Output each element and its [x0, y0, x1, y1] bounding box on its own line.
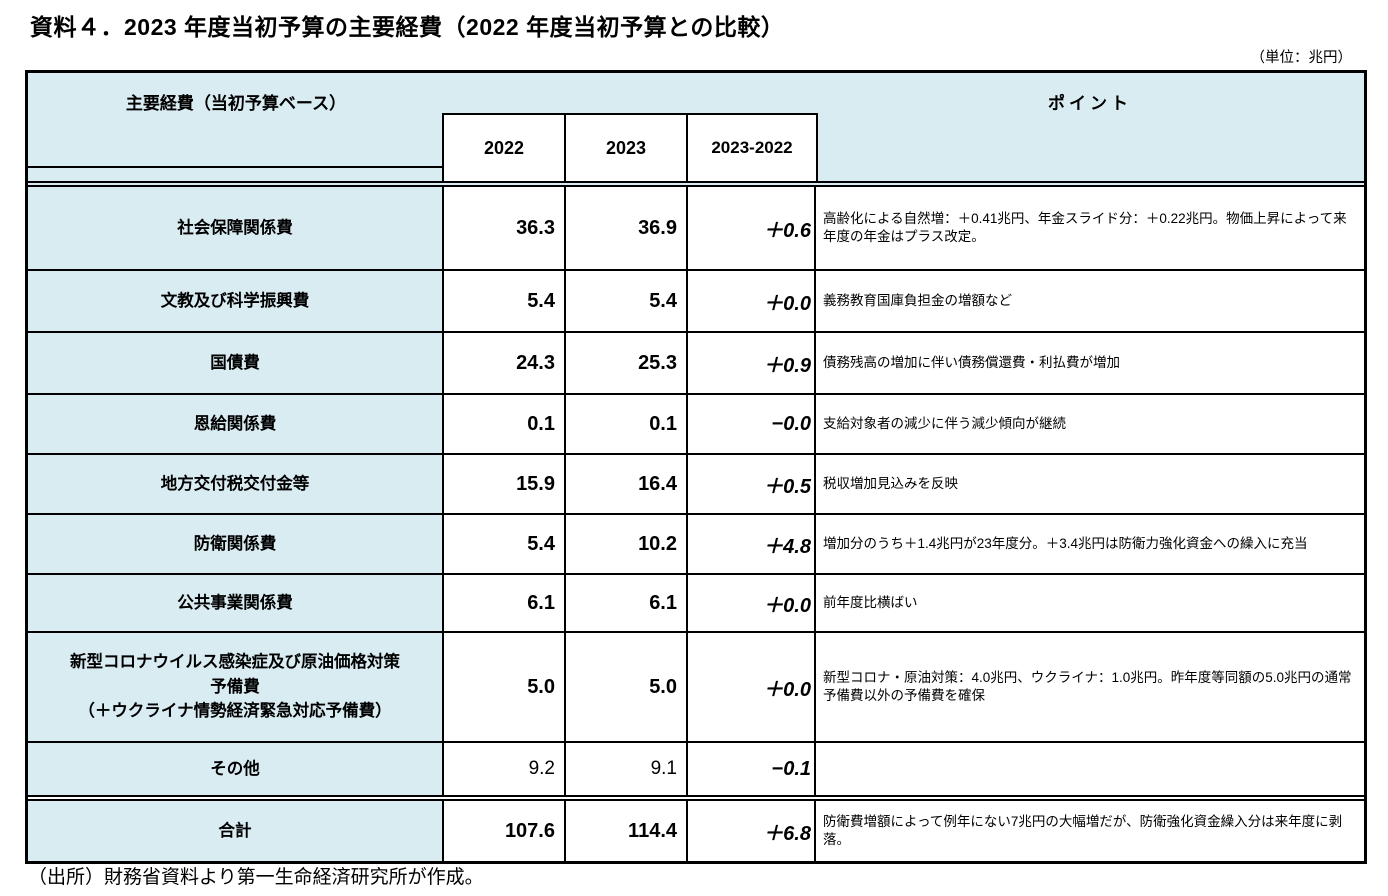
table-row: 防衛関係費 5.4 10.2 ＋4.8 増加分のうち＋1.4兆円が23年度分。＋… — [28, 515, 1364, 575]
source-note: （出所）財務省資料より第一生命経済研究所が作成。 — [28, 867, 484, 888]
expense-label: 国債費 — [28, 333, 444, 393]
table-row: 恩給関係費 0.1 0.1 −0.0 支給対象者の減少に伴う減少傾向が継続 — [28, 395, 1364, 455]
value-2023: 0.1 — [566, 395, 688, 453]
value-2022: 15.9 — [444, 455, 566, 513]
value-diff: ＋0.0 — [688, 633, 816, 741]
point-text: 高齢化による自然増：＋0.41兆円、年金スライド分：＋0.22兆円。物価上昇によ… — [823, 211, 1347, 244]
value-2022: 6.1 — [444, 575, 566, 631]
value-diff: −0.0 — [688, 395, 816, 453]
value-2022: 5.4 — [444, 271, 566, 331]
value-2023: 114.4 — [566, 801, 688, 861]
value-diff: ＋0.5 — [688, 455, 816, 513]
col-header-2022: 2022 — [442, 113, 566, 181]
value-2023: 5.0 — [566, 633, 688, 741]
header-divider — [28, 166, 444, 168]
value-2022: 107.6 — [444, 801, 566, 861]
value-2023: 5.4 — [566, 271, 688, 331]
value-diff: ＋0.0 — [688, 575, 816, 631]
col-header-2023: 2023 — [564, 113, 688, 181]
value-2022: 0.1 — [444, 395, 566, 453]
point-text: 支給対象者の減少に伴う減少傾向が継続 — [823, 416, 1066, 432]
table-row: 社会保障関係費 36.3 36.9 ＋0.6 高齢化による自然増：＋0.41兆円… — [28, 187, 1364, 271]
expense-label: 文教及び科学振興費 — [28, 271, 444, 331]
value-2022: 5.0 — [444, 633, 566, 741]
expense-label: その他 — [28, 743, 444, 795]
table-header: 主要経費（当初予算ベース） ポイント 2022 2023 2023-2022 — [28, 73, 1364, 187]
value-2023: 36.9 — [566, 187, 688, 269]
expense-label: 合計 — [28, 801, 444, 861]
expense-label: 防衛関係費 — [28, 515, 444, 573]
table-row: その他 9.2 9.1 −0.1 — [28, 743, 1364, 801]
expense-label: 公共事業関係費 — [28, 575, 444, 631]
table-row-total: 合計 107.6 114.4 ＋6.8 防衛費増額によって例年にない7兆円の大幅… — [28, 801, 1364, 861]
value-diff: ＋0.6 — [688, 187, 816, 269]
col-header-diff: 2023-2022 — [686, 113, 818, 181]
point-text — [816, 743, 1364, 795]
page-title: 資料４．2023 年度当初予算の主要経費（2022 年度当初予算との比較） — [30, 14, 785, 40]
value-2023: 6.1 — [566, 575, 688, 631]
expense-label: 恩給関係費 — [28, 395, 444, 453]
value-2023: 10.2 — [566, 515, 688, 573]
value-2022: 24.3 — [444, 333, 566, 393]
value-diff: −0.1 — [688, 743, 816, 795]
year-column-headers: 2022 2023 2023-2022 — [442, 113, 818, 181]
expense-label: 社会保障関係費 — [28, 187, 444, 269]
value-diff: ＋0.9 — [688, 333, 816, 393]
value-2022: 5.4 — [444, 515, 566, 573]
header-points-label: ポイント — [1048, 94, 1132, 113]
value-diff: ＋6.8 — [688, 801, 816, 861]
value-2023: 25.3 — [566, 333, 688, 393]
table-row: 文教及び科学振興費 5.4 5.4 ＋0.0 義務教育国庫負担金の増額など — [28, 271, 1364, 333]
point-text: 義務教育国庫負担金の増額など — [823, 293, 1012, 309]
point-text: 防衛費増額によって例年にない7兆円の大幅増だが、防衛強化資金繰入分は来年度に剥落… — [823, 814, 1343, 847]
table-row: 公共事業関係費 6.1 6.1 ＋0.0 前年度比横ばい — [28, 575, 1364, 633]
value-2023: 16.4 — [566, 455, 688, 513]
value-diff: ＋0.0 — [688, 271, 816, 331]
unit-note: （単位：兆円） — [1250, 50, 1353, 66]
point-text: 増加分のうち＋1.4兆円が23年度分。＋3.4兆円は防衛力強化資金への繰入に充当 — [823, 536, 1308, 552]
expense-label: 地方交付税交付金等 — [28, 455, 444, 513]
point-text: 新型コロナ・原油対策：4.0兆円、ウクライナ：1.0兆円。昨年度等同額の5.0兆… — [823, 670, 1352, 703]
budget-table: 主要経費（当初予算ベース） ポイント 2022 2023 2023-2022 社… — [25, 70, 1367, 864]
value-2023: 9.1 — [566, 743, 688, 795]
header-category-label: 主要経費（当初予算ベース） — [125, 94, 347, 113]
point-text: 債務残高の増加に伴い債務償還費・利払費が増加 — [823, 355, 1120, 371]
value-2022: 36.3 — [444, 187, 566, 269]
point-text: 税収増加見込みを反映 — [823, 476, 958, 492]
value-2022: 9.2 — [444, 743, 566, 795]
point-text: 前年度比横ばい — [823, 595, 918, 611]
table-row: 地方交付税交付金等 15.9 16.4 ＋0.5 税収増加見込みを反映 — [28, 455, 1364, 515]
table-row: 新型コロナウイルス感染症及び原油価格対策 予備費 （＋ウクライナ情勢経済緊急対応… — [28, 633, 1364, 743]
expense-label: 新型コロナウイルス感染症及び原油価格対策 予備費 （＋ウクライナ情勢経済緊急対応… — [28, 633, 444, 741]
value-diff: ＋4.8 — [688, 515, 816, 573]
table-row: 国債費 24.3 25.3 ＋0.9 債務残高の増加に伴い債務償還費・利払費が増… — [28, 333, 1364, 395]
